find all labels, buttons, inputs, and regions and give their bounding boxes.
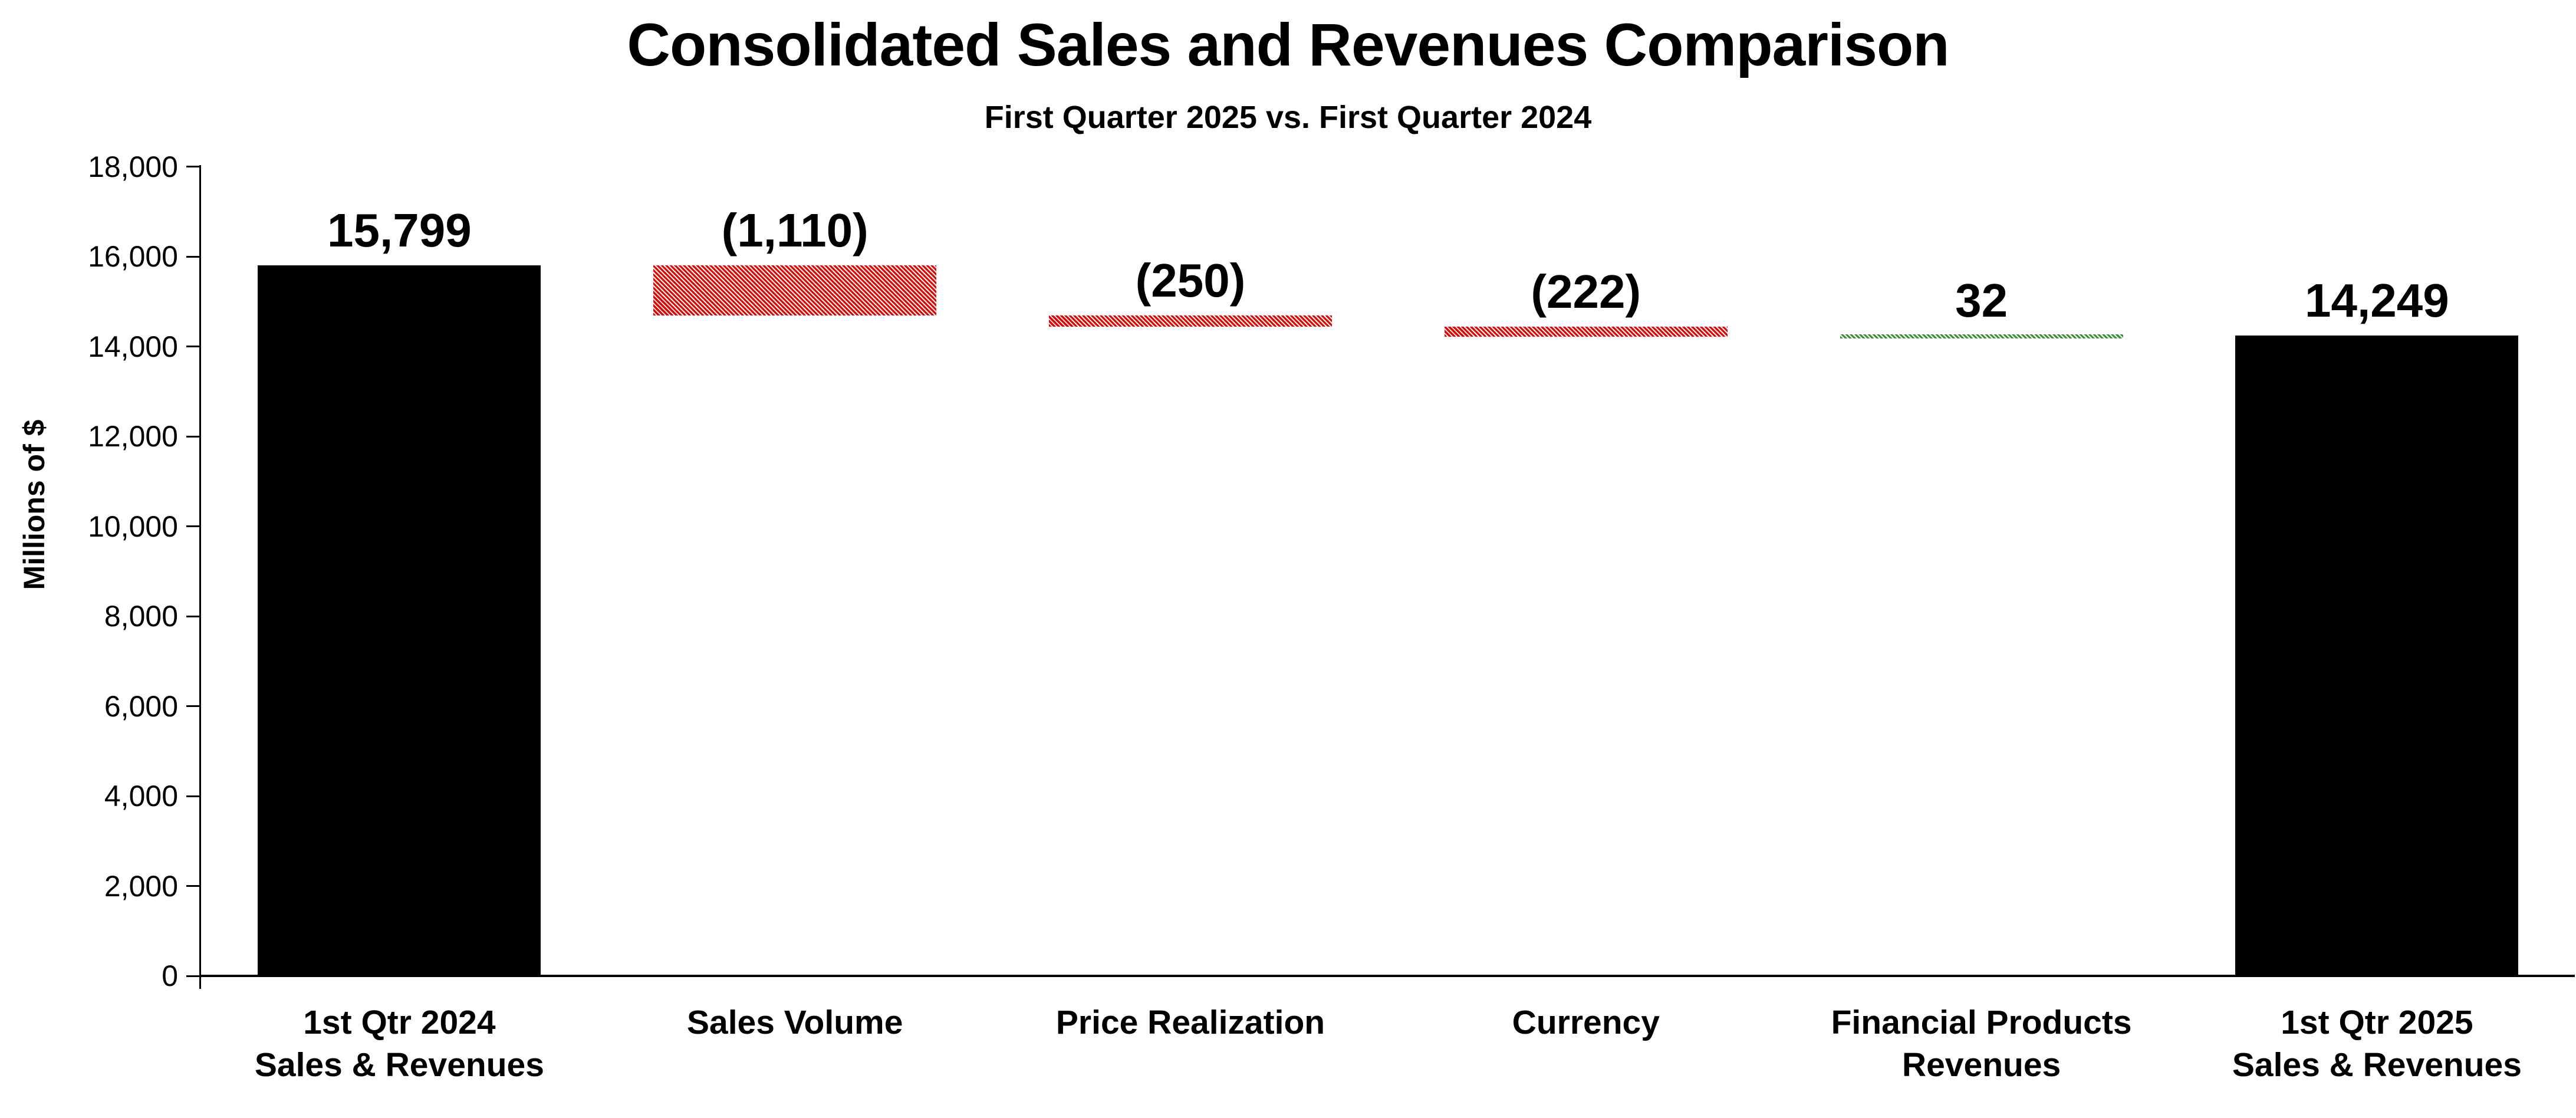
category-label: Financial Products Revenues (1784, 1001, 2179, 1096)
category-label-line2: Sales & Revenues (254, 1046, 544, 1084)
chart-subtitle: First Quarter 2025 vs. First Quarter 202… (984, 100, 1592, 135)
bar-value-label: (222) (1531, 265, 1641, 318)
y-axis-tick-label: 14,000 (88, 330, 178, 363)
chart-title: Consolidated Sales and Revenues Comparis… (627, 11, 1949, 78)
category-label-line1: Sales Volume (686, 1004, 903, 1041)
category-label-line2: Sales & Revenues (2232, 1046, 2522, 1084)
y-axis-tick (186, 166, 200, 167)
y-axis-tick (186, 975, 200, 977)
y-axis-tick-label: 18,000 (88, 150, 178, 183)
y-axis-tick-label: 0 (162, 959, 178, 992)
category-label-line1: Price Realization (1055, 1004, 1325, 1041)
category-label-line1: 1st Qtr 2024 (303, 1004, 496, 1041)
y-axis-tick-label: 2,000 (104, 869, 178, 903)
category-label-line1: Financial Products (1831, 1004, 2132, 1041)
y-axis-line (199, 165, 201, 989)
y-axis-tick (186, 795, 200, 797)
waterfall-bar-decrease (1049, 315, 1332, 327)
waterfall-bar-total (258, 265, 541, 976)
waterfall-bar-decrease (653, 265, 937, 315)
y-axis-tick-label: 12,000 (88, 420, 178, 453)
bar-value-label: 15,799 (327, 204, 472, 257)
y-axis-tick (186, 435, 200, 438)
category-label: Price Realization (993, 1001, 1389, 1096)
y-axis-tick (186, 525, 200, 527)
y-axis-tick-label: 4,000 (104, 780, 178, 813)
y-axis-tick-label: 6,000 (104, 689, 178, 723)
y-axis-tick (186, 255, 200, 258)
category-label-line2: Revenues (1901, 1046, 2061, 1084)
waterfall-bar-decrease (1444, 327, 1728, 337)
bar-value-label: 32 (1955, 274, 2008, 327)
waterfall-bar-increase (1840, 334, 2123, 338)
category-label: 1st Qtr 2024 Sales & Revenues (202, 1001, 597, 1096)
bar-value-label: (1,110) (721, 204, 868, 257)
y-axis-tick (186, 615, 200, 617)
y-axis-tick-label: 10,000 (88, 509, 178, 543)
y-axis-tick (186, 885, 200, 887)
category-label: Currency (1388, 1001, 1784, 1096)
y-axis-tick (186, 705, 200, 707)
category-label-line1: Currency (1512, 1004, 1660, 1041)
bar-value-label: 14,249 (2305, 274, 2449, 327)
y-axis-tick (186, 346, 200, 347)
category-label: Sales Volume (597, 1001, 993, 1096)
y-axis-tick-label: 16,000 (88, 240, 178, 273)
waterfall-bar-total (2235, 335, 2519, 976)
x-axis-line (200, 975, 2575, 977)
category-label-line1: 1st Qtr 2025 (2281, 1004, 2473, 1041)
category-label: 1st Qtr 2025 Sales & Revenues (2179, 1001, 2575, 1096)
bar-value-label: (250) (1135, 254, 1246, 307)
y-axis-tick-label: 8,000 (104, 600, 178, 633)
